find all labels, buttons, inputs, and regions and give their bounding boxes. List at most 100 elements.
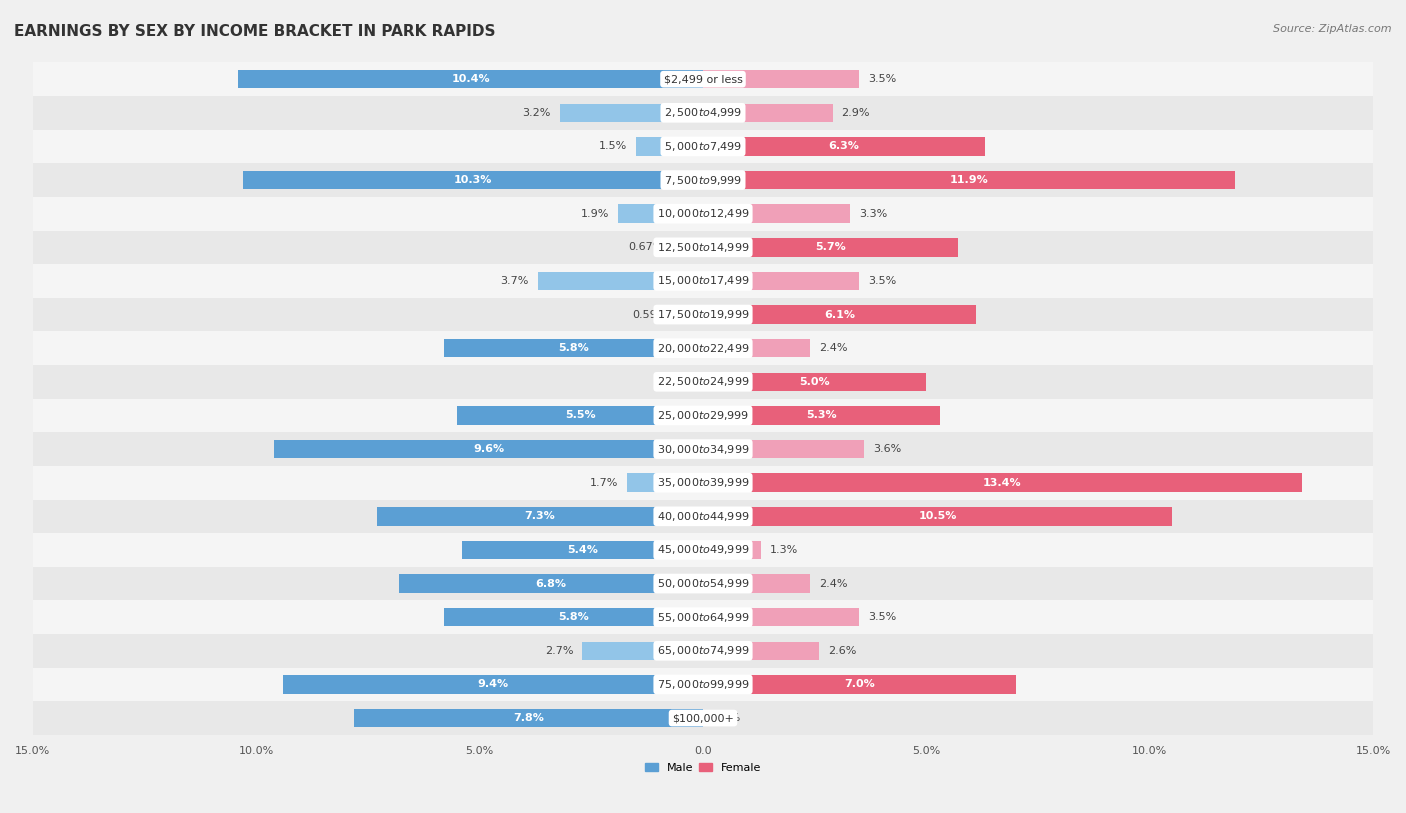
Bar: [636, 137, 703, 155]
Bar: [703, 507, 1173, 525]
Text: 0.0%: 0.0%: [666, 376, 695, 387]
Text: $45,000 to $49,999: $45,000 to $49,999: [657, 543, 749, 556]
Text: 13.4%: 13.4%: [983, 478, 1022, 488]
Bar: [537, 272, 703, 290]
Text: 1.5%: 1.5%: [599, 141, 627, 151]
Bar: [461, 541, 703, 559]
Bar: [32, 567, 1374, 600]
Text: $22,500 to $24,999: $22,500 to $24,999: [657, 376, 749, 389]
Text: 0.59%: 0.59%: [633, 310, 668, 320]
Text: $35,000 to $39,999: $35,000 to $39,999: [657, 476, 749, 489]
Text: 1.7%: 1.7%: [589, 478, 619, 488]
Bar: [32, 634, 1374, 667]
Text: 5.8%: 5.8%: [558, 343, 589, 353]
Bar: [703, 641, 820, 660]
Bar: [703, 372, 927, 391]
Bar: [703, 675, 1017, 693]
Bar: [32, 96, 1374, 129]
Bar: [703, 171, 1234, 189]
Bar: [32, 63, 1374, 96]
Text: $12,500 to $14,999: $12,500 to $14,999: [657, 241, 749, 254]
Text: 11.9%: 11.9%: [949, 175, 988, 185]
Bar: [32, 466, 1374, 499]
Text: 3.5%: 3.5%: [869, 276, 897, 286]
Bar: [627, 473, 703, 492]
Bar: [32, 499, 1374, 533]
Bar: [676, 306, 703, 324]
Bar: [32, 667, 1374, 702]
Bar: [703, 406, 939, 424]
Bar: [32, 365, 1374, 398]
Text: 3.6%: 3.6%: [873, 444, 901, 454]
Text: $2,500 to $4,999: $2,500 to $4,999: [664, 107, 742, 120]
Bar: [399, 574, 703, 593]
Legend: Male, Female: Male, Female: [640, 759, 766, 777]
Bar: [703, 103, 832, 122]
Text: $50,000 to $54,999: $50,000 to $54,999: [657, 577, 749, 590]
Text: 1.9%: 1.9%: [581, 209, 609, 219]
Bar: [32, 533, 1374, 567]
Bar: [32, 398, 1374, 433]
Text: 7.0%: 7.0%: [844, 680, 875, 689]
Bar: [444, 339, 703, 358]
Text: 5.4%: 5.4%: [567, 545, 598, 555]
Bar: [560, 103, 703, 122]
Bar: [703, 541, 761, 559]
Bar: [703, 238, 957, 257]
Text: 2.4%: 2.4%: [820, 343, 848, 353]
Text: $30,000 to $34,999: $30,000 to $34,999: [657, 442, 749, 455]
Bar: [274, 440, 703, 459]
Bar: [703, 608, 859, 627]
Bar: [444, 608, 703, 627]
Bar: [32, 433, 1374, 466]
Text: 5.3%: 5.3%: [806, 411, 837, 420]
Bar: [32, 129, 1374, 163]
Text: 3.5%: 3.5%: [869, 74, 897, 85]
Text: 7.3%: 7.3%: [524, 511, 555, 521]
Text: 5.0%: 5.0%: [800, 376, 830, 387]
Bar: [703, 137, 984, 155]
Text: 2.7%: 2.7%: [546, 646, 574, 656]
Bar: [32, 332, 1374, 365]
Bar: [32, 231, 1374, 264]
Bar: [703, 306, 976, 324]
Text: 3.3%: 3.3%: [859, 209, 887, 219]
Text: 5.5%: 5.5%: [565, 411, 595, 420]
Bar: [703, 70, 859, 89]
Text: 3.7%: 3.7%: [501, 276, 529, 286]
Text: 2.6%: 2.6%: [828, 646, 856, 656]
Bar: [619, 204, 703, 223]
Text: 1.3%: 1.3%: [770, 545, 799, 555]
Bar: [703, 204, 851, 223]
Text: $10,000 to $12,499: $10,000 to $12,499: [657, 207, 749, 220]
Bar: [32, 702, 1374, 735]
Bar: [32, 264, 1374, 298]
Text: $25,000 to $29,999: $25,000 to $29,999: [657, 409, 749, 422]
Text: 2.4%: 2.4%: [820, 579, 848, 589]
Text: $17,500 to $19,999: $17,500 to $19,999: [657, 308, 749, 321]
Bar: [377, 507, 703, 525]
Text: 2.9%: 2.9%: [842, 108, 870, 118]
Text: $2,499 or less: $2,499 or less: [664, 74, 742, 85]
Bar: [673, 238, 703, 257]
Text: $7,500 to $9,999: $7,500 to $9,999: [664, 173, 742, 186]
Bar: [457, 406, 703, 424]
Text: $5,000 to $7,499: $5,000 to $7,499: [664, 140, 742, 153]
Bar: [32, 600, 1374, 634]
Bar: [703, 440, 863, 459]
Bar: [283, 675, 703, 693]
Text: $55,000 to $64,999: $55,000 to $64,999: [657, 611, 749, 624]
Bar: [703, 272, 859, 290]
Text: 9.6%: 9.6%: [472, 444, 503, 454]
Text: 5.7%: 5.7%: [815, 242, 846, 252]
Text: 9.4%: 9.4%: [478, 680, 509, 689]
Text: $100,000+: $100,000+: [672, 713, 734, 723]
Text: $75,000 to $99,999: $75,000 to $99,999: [657, 678, 749, 691]
Text: $40,000 to $44,999: $40,000 to $44,999: [657, 510, 749, 523]
Text: 10.5%: 10.5%: [918, 511, 957, 521]
Text: 10.4%: 10.4%: [451, 74, 489, 85]
Text: 6.1%: 6.1%: [824, 310, 855, 320]
Bar: [32, 163, 1374, 197]
Text: 10.3%: 10.3%: [454, 175, 492, 185]
Bar: [703, 574, 810, 593]
